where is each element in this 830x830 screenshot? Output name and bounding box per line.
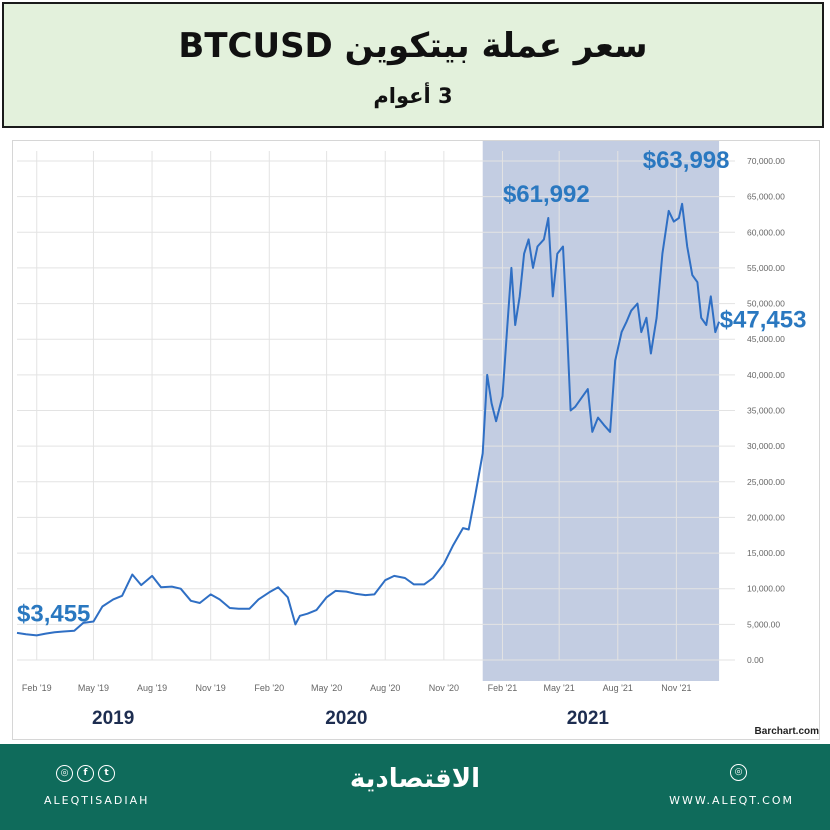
chart-title: سعر عملة بيتكوين BTCUSD [178, 26, 648, 66]
x-tick-label: Feb '20 [254, 683, 284, 693]
price-annotation: $3,455 [17, 600, 90, 627]
x-tick-label: Feb '19 [22, 683, 52, 693]
x-tick-label: Feb '21 [488, 683, 518, 693]
price-annotation: $63,998 [643, 147, 730, 174]
x-tick-label: Aug '19 [137, 683, 167, 693]
brand-logo-text: الاقتصادية [349, 764, 481, 794]
year-label: 2021 [567, 708, 610, 729]
instagram-icon[interactable]: ◎ [56, 765, 73, 782]
price-annotation: $61,992 [503, 181, 590, 208]
social-icons: ◎ f t [56, 764, 119, 782]
y-tick-label: 60,000.00 [747, 227, 785, 237]
price-annotation: $47,453 [720, 307, 807, 334]
y-tick-label: 5,000.00 [747, 619, 780, 629]
facebook-icon[interactable]: f [77, 765, 94, 782]
y-tick-label: 65,000.00 [747, 192, 785, 202]
y-tick-label: 10,000.00 [747, 584, 785, 594]
year-label: 2019 [92, 708, 134, 729]
y-tick-label: 30,000.00 [747, 441, 785, 451]
social-handle[interactable]: ALEQTISADIAH [44, 794, 150, 807]
y-tick-label: 15,000.00 [747, 548, 785, 558]
chart-frame: 0.00 5,000.00 10,000.00 15,000.00 20,000.00 2… [12, 140, 820, 740]
twitter-icon[interactable]: t [98, 765, 115, 782]
y-tick-label: 45,000.00 [747, 334, 785, 344]
price-line [16, 202, 721, 637]
x-tick-label: Nov '20 [429, 683, 459, 693]
globe-icon: ◎ [730, 764, 747, 781]
x-tick-label: Aug '21 [603, 683, 633, 693]
btc-price-chart: 0.00 5,000.00 10,000.00 15,000.00 20,000.00 2… [16, 141, 820, 737]
x-tick-label: May '20 [311, 683, 342, 693]
chart-subtitle: 3 أعوام [373, 84, 453, 108]
y-tick-label: 50,000.00 [747, 299, 785, 309]
chart-header: سعر عملة بيتكوين BTCUSD 3 أعوام [2, 2, 824, 128]
y-tick-label: 40,000.00 [747, 370, 785, 380]
website-link[interactable]: WWW.ALEQT.COM [669, 794, 794, 807]
y-tick-label: 55,000.00 [747, 263, 785, 273]
x-tick-label: May '19 [78, 683, 109, 693]
x-tick-label: Aug '20 [370, 683, 400, 693]
y-tick-label: 25,000.00 [747, 477, 785, 487]
x-tick-label: May '21 [544, 683, 575, 693]
footer: ◎ f t ALEQTISADIAH الاقتصادية ◎ WWW.ALEQT.… [0, 744, 830, 830]
source-label: Barchart.com [755, 726, 820, 737]
year-label: 2020 [325, 708, 367, 729]
y-tick-label: 70,000.00 [747, 156, 785, 166]
y-tick-label: 35,000.00 [747, 406, 785, 416]
x-tick-label: Nov '21 [661, 683, 691, 693]
x-tick-label: Nov '19 [196, 683, 226, 693]
y-tick-label: 20,000.00 [747, 512, 785, 522]
y-tick-label: 0.00 [747, 655, 764, 665]
